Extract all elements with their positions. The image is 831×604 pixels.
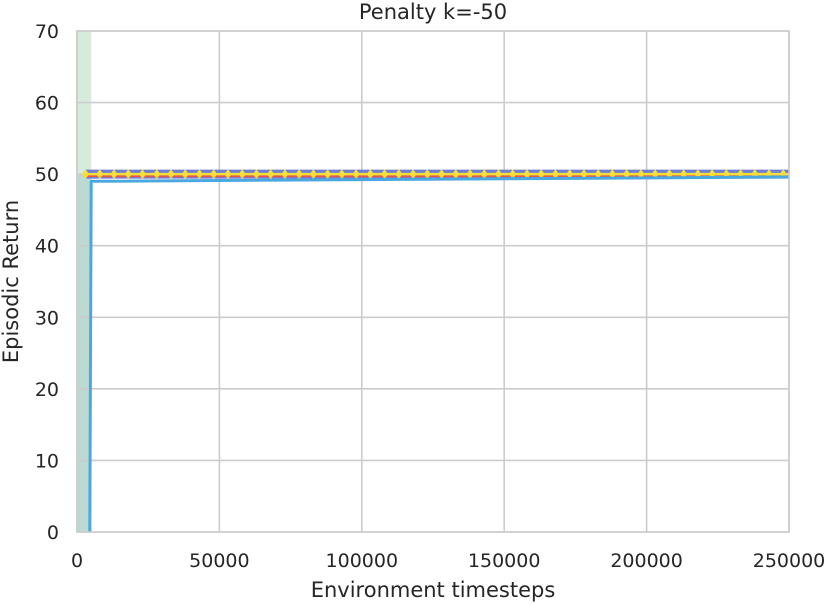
series-marker [153, 169, 161, 180]
x-tick-labels: 0 50000 100000 150000 200000 250000 [71, 550, 825, 572]
series-marker [352, 169, 360, 180]
shaded-region-layer [77, 31, 92, 532]
series-marker [523, 169, 531, 180]
y-tick-label: 70 [35, 21, 59, 43]
series-marker [395, 169, 403, 180]
y-tick-label: 60 [35, 93, 59, 115]
series-marker [124, 169, 132, 180]
shaded-region-inner [77, 174, 92, 532]
series-marker [495, 169, 503, 180]
series-marker [96, 169, 104, 180]
grid-layer [76, 30, 790, 533]
series-marker [423, 169, 431, 180]
series-marker [195, 169, 203, 180]
y-axis-title: Episodic Return [0, 200, 23, 363]
series-marker [82, 169, 90, 180]
x-tick-label: 100000 [326, 550, 399, 572]
series-marker [139, 169, 147, 180]
plot-frame [76, 30, 790, 533]
series-marker [594, 169, 602, 180]
series-marker [324, 169, 332, 180]
x-tick-label: 250000 [753, 550, 826, 572]
series-marker [224, 169, 232, 180]
x-tick-label: 200000 [610, 550, 683, 572]
series-marker [466, 169, 474, 180]
series-marker [551, 169, 559, 180]
y-tick-label: 30 [35, 307, 59, 329]
chart-title: Penalty k=-50 [359, 0, 507, 24]
series-marker [509, 169, 517, 180]
series-marker [409, 169, 417, 180]
series-marker [110, 169, 118, 180]
series-marker [566, 169, 574, 180]
series-marker [281, 169, 289, 180]
y-tick-label: 20 [35, 379, 59, 401]
series-marker [580, 169, 588, 180]
series-marker [438, 169, 446, 180]
series-line-3 [88, 175, 790, 533]
y-tick-label: 40 [35, 236, 59, 258]
x-tick-label: 0 [71, 550, 83, 572]
series-marker [238, 169, 246, 180]
series-marker [267, 169, 275, 180]
y-tick-labels: 0 10 20 30 40 50 60 70 [35, 21, 59, 544]
series-marker [210, 169, 218, 180]
series-marker [181, 169, 189, 180]
series-marker [452, 169, 460, 180]
series-marker [252, 169, 260, 180]
series-marker [338, 169, 346, 180]
series-marker [480, 169, 488, 180]
series-marker [167, 169, 175, 180]
series-layer [82, 169, 790, 533]
x-tick-label: 150000 [468, 550, 541, 572]
series-marker [366, 169, 374, 180]
y-tick-label: 50 [35, 164, 59, 186]
series-marker [295, 169, 303, 180]
y-tick-label: 10 [35, 450, 59, 472]
series-marker [537, 169, 545, 180]
series-marker [381, 169, 389, 180]
x-axis-title: Environment timesteps [311, 578, 556, 602]
y-tick-label: 0 [47, 522, 59, 544]
series-marker [309, 169, 317, 180]
x-tick-label: 50000 [189, 550, 249, 572]
